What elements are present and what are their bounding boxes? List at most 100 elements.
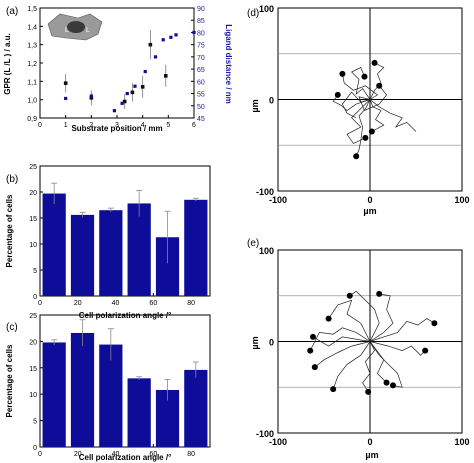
- x-tick-label-b: 60: [149, 300, 157, 307]
- bar: [70, 214, 95, 296]
- y-tick-label-a: 1,4: [27, 24, 37, 31]
- y2-tick-label-a: 55: [197, 92, 205, 99]
- y-tick-label-a: 0,9: [27, 116, 37, 123]
- y-tick-label-a: 1,3: [27, 43, 37, 50]
- bar: [155, 237, 180, 296]
- y-tick-label-e: 100: [259, 246, 274, 256]
- ligand-distance-point: [169, 35, 173, 39]
- x-tick-label-e: 100: [454, 437, 469, 447]
- cell-track: [362, 341, 376, 392]
- panel-a: (a) 0,91,01,11,21,31,41,5 45505560657075…: [3, 6, 233, 133]
- plot-frame-c: [39, 314, 211, 448]
- track-endpoint: [376, 82, 383, 89]
- track-endpoint: [339, 70, 346, 77]
- track-endpoint: [330, 386, 337, 393]
- tracks-e: [307, 290, 438, 395]
- y-axis-label-e: µm: [250, 336, 260, 349]
- x-axis-a: 0 1 2 3 4 5 6: [38, 115, 196, 129]
- track-endpoint: [383, 379, 390, 386]
- cell-track: [369, 293, 394, 342]
- track-endpoint: [390, 382, 396, 389]
- track-endpoint: [361, 73, 368, 80]
- cell-track: [369, 341, 426, 356]
- bar: [70, 332, 95, 447]
- x-axis-label-e: µm: [365, 450, 378, 460]
- x-tick-label-b: 40: [112, 300, 120, 307]
- tracks-d: [332, 59, 417, 160]
- track-endpoint: [307, 347, 314, 354]
- y2-tick-label-a: 50: [197, 104, 205, 111]
- gpr-point: [148, 42, 153, 47]
- x-tick-label-e: 0: [367, 437, 372, 447]
- y-tick-label-b: 15: [29, 216, 37, 223]
- x-tick-label-b: 20: [74, 300, 82, 307]
- y-tick-label-c: 20: [29, 339, 37, 346]
- x-axis-label-a: Substrate position / mm: [71, 124, 162, 133]
- axes-c: 0 5 10 15 20 25 0 20 40 60 80: [29, 313, 195, 458]
- y2-tick-label-a: 75: [197, 43, 205, 50]
- bar: [155, 389, 180, 447]
- cell-track: [312, 336, 371, 347]
- cell-track: [341, 91, 371, 119]
- track-endpoint: [311, 364, 318, 371]
- x-tick-label-a: 5: [166, 122, 170, 129]
- cell-shape-illustration: L L: [47, 13, 103, 41]
- bar: [127, 203, 151, 296]
- y-tick-label-b: 0: [33, 294, 37, 301]
- cell-track: [351, 67, 371, 100]
- y2-tick-label-a: 90: [197, 6, 205, 13]
- cell-track: [369, 99, 417, 132]
- track-endpoint: [334, 91, 341, 98]
- track-endpoint: [325, 315, 332, 322]
- y2-axis-label-a: Ligand distance / nm: [224, 24, 233, 104]
- ligand-distance-point: [133, 84, 137, 88]
- ligand-distance-point: [153, 55, 158, 59]
- track-endpoint: [376, 290, 383, 297]
- y-tick-label-e: 0: [269, 338, 274, 348]
- x-tick-label-a: 2: [89, 122, 93, 129]
- panel-label-c: (c): [6, 322, 18, 333]
- bar: [42, 193, 66, 296]
- ligand-distance-point: [161, 38, 165, 42]
- y2-tick-label-a: 45: [197, 116, 205, 123]
- track-endpoint: [365, 388, 372, 395]
- bar: [184, 199, 208, 296]
- x-tick-label-c: 60: [149, 451, 157, 458]
- track-endpoint: [422, 347, 429, 354]
- x-tick-label-b: 80: [187, 300, 195, 307]
- gpr-point: [130, 90, 135, 95]
- y-axis-label-b: Percentage of cells: [5, 194, 14, 267]
- y-tick-label-e: -100: [256, 429, 274, 439]
- x-tick-label-d: 100: [454, 195, 469, 205]
- x-tick-label-a: 3: [115, 122, 119, 129]
- cell-track: [332, 94, 371, 111]
- gpr-point: [163, 74, 168, 78]
- y-axis-label-c: Percentage of cells: [5, 344, 14, 417]
- y-tick-label-c: 10: [29, 392, 37, 399]
- y-tick-label-a: 1,0: [27, 98, 37, 105]
- x-tick-label-d: 0: [367, 195, 372, 205]
- y-tick-label-d: -100: [256, 187, 274, 197]
- x-tick-label-a: 0: [38, 122, 42, 129]
- ligand-distance-point: [192, 30, 196, 35]
- ligand-distance-point: [174, 33, 178, 37]
- plot-frame-b: [39, 165, 211, 297]
- y-tick-label-c: 25: [29, 313, 37, 320]
- track-endpoint: [309, 333, 316, 340]
- x-axis-label-d: µm: [363, 206, 376, 216]
- y-axis-left-a: 0,9 1,0 1,1 1,2 1,3 1,4 1,5: [27, 6, 43, 123]
- y-axis-label-a: GPR (L /L ) / a.u.: [3, 33, 12, 95]
- panel-e: (e) -100 0 100 -100 0 100 µm µm: [247, 238, 470, 460]
- gpr-point: [140, 85, 145, 89]
- cell-track: [346, 99, 371, 144]
- ligand-distance-point: [112, 109, 117, 113]
- bars-b: [42, 182, 208, 296]
- y-tick-label-b: 20: [29, 190, 37, 197]
- y-axis-label-d: µm: [250, 99, 260, 112]
- track-endpoint: [346, 292, 353, 299]
- track-endpoint: [368, 128, 375, 135]
- y2-tick-label-a: 80: [197, 30, 205, 37]
- bars-c: [42, 319, 208, 447]
- y-tick-label-b: 5: [33, 268, 37, 275]
- x-tick-label-a: 1: [64, 122, 68, 129]
